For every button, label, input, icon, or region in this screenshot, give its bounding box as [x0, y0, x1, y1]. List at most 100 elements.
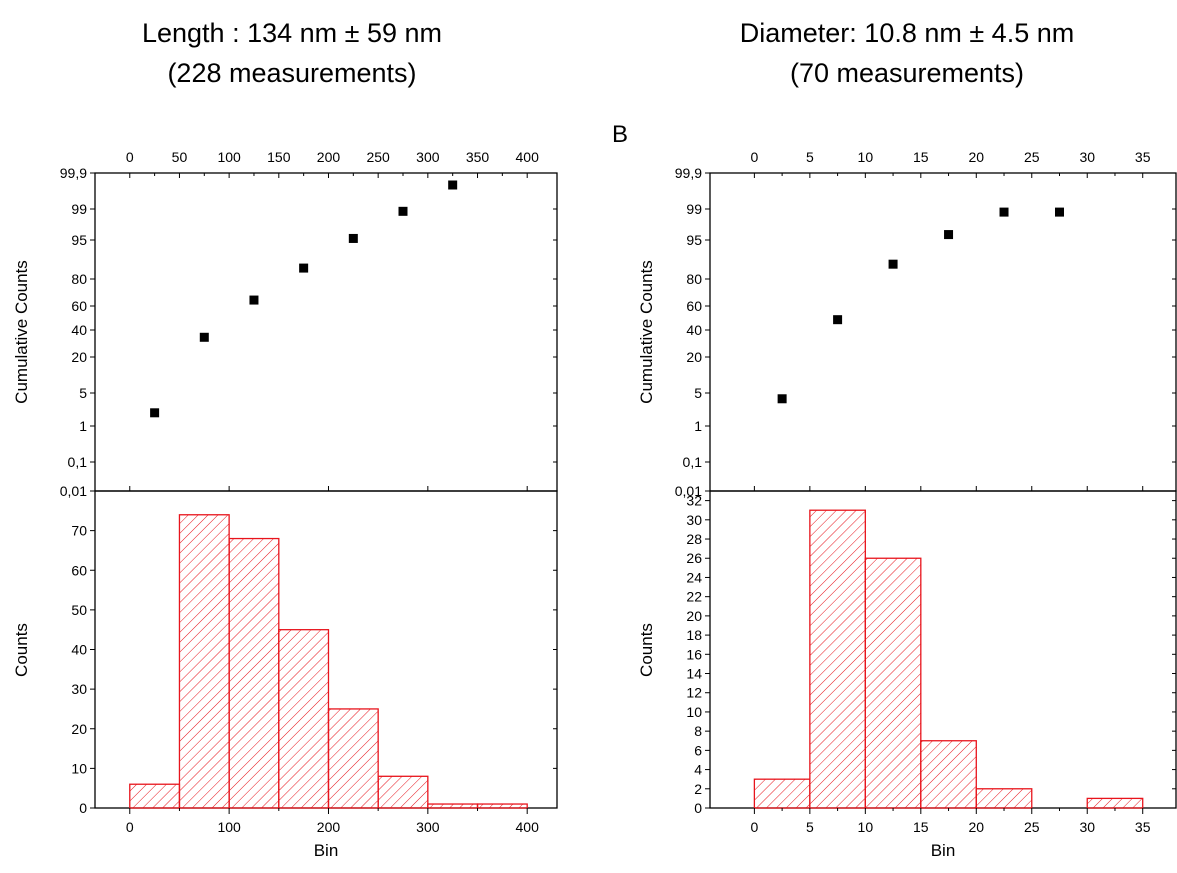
left-bin-x-label: 200 — [317, 819, 341, 835]
right-cumulative-point — [944, 230, 954, 240]
right-count-y-label: 24 — [686, 569, 702, 585]
left-top-axis-label: 350 — [466, 149, 490, 165]
right-count-y-label: 16 — [686, 646, 702, 662]
right-top-plot-frame — [709, 172, 1177, 492]
left-prob-y-label: 80 — [71, 271, 87, 287]
right-top-ylabel: Cumulative Counts — [637, 260, 656, 404]
left-prob-y-label: 20 — [71, 349, 87, 365]
left-top-axis-label: 50 — [172, 149, 188, 165]
right-top-axis-label: 15 — [913, 149, 929, 165]
right-bin-x-label: 15 — [913, 819, 929, 835]
left-top-axis-label: 250 — [366, 149, 390, 165]
right-count-y-label: 8 — [694, 723, 702, 739]
left-prob-y-label: 99 — [71, 201, 87, 217]
left-count-y-label: 20 — [71, 721, 87, 737]
right-prob-y-label: 5 — [694, 385, 702, 401]
left-prob-y-label: 60 — [71, 298, 87, 314]
right-bin-x-label: 25 — [1024, 819, 1040, 835]
left-histogram-bar — [278, 629, 330, 809]
right-histogram-bar — [809, 509, 866, 809]
left-histogram-bar — [476, 803, 528, 809]
right-histogram-bar — [864, 557, 922, 809]
left-top-axis-label: 300 — [416, 149, 440, 165]
right-prob-y-label: 60 — [686, 298, 702, 314]
left-title-line1: Length : 134 nm ± 59 nm — [142, 18, 442, 48]
right-histogram-bar — [920, 740, 977, 809]
right-bin-x-label: 30 — [1079, 819, 1095, 835]
left-histogram-bar — [377, 775, 429, 809]
left-count-y-label: 60 — [71, 562, 87, 578]
left-bin-x-label: 100 — [217, 819, 241, 835]
left-cumulative-point — [398, 206, 408, 216]
left-title-line2: (228 measurements) — [167, 58, 416, 88]
right-top-axis-label: 20 — [968, 149, 984, 165]
right-count-y-label: 2 — [694, 781, 702, 797]
left-top-axis-label: 400 — [516, 149, 540, 165]
left-top-axis-label: 100 — [217, 149, 241, 165]
right-prob-y-label: 0,01 — [675, 483, 702, 499]
right-prob-y-label: 99 — [686, 201, 702, 217]
right-top-axis-label: 0 — [750, 149, 758, 165]
right-bottom-xlabel: Bin — [931, 841, 956, 860]
right-count-y-label: 0 — [694, 800, 702, 816]
left-cumulative-point — [199, 332, 209, 342]
left-bottom-ylabel: Counts — [12, 623, 31, 677]
right-count-y-label: 18 — [686, 627, 702, 643]
right-prob-y-label: 0,1 — [683, 454, 703, 470]
right-count-y-label: 14 — [686, 666, 702, 682]
left-cumulative-point — [299, 263, 309, 273]
left-cumulative-point — [249, 295, 259, 305]
right-bottom-ylabel: Counts — [637, 623, 656, 677]
right-histogram-bar — [975, 788, 1033, 809]
left-count-y-label: 30 — [71, 681, 87, 697]
right-top-axis-label: 10 — [858, 149, 874, 165]
right-cumulative-point — [833, 315, 843, 325]
right-count-y-label: 22 — [686, 589, 702, 605]
left-histogram-bar — [129, 783, 181, 809]
right-prob-y-label: 20 — [686, 349, 702, 365]
right-cumulative-point — [1055, 207, 1064, 217]
left-top-ylabel: Cumulative Counts — [12, 260, 31, 404]
left-count-y-label: 10 — [71, 760, 87, 776]
left-prob-y-label: 0,1 — [68, 454, 88, 470]
right-bin-x-label: 35 — [1135, 819, 1151, 835]
right-count-y-label: 20 — [686, 608, 702, 624]
right-top-axis-label: 25 — [1024, 149, 1040, 165]
right-cumulative-point — [999, 207, 1009, 217]
right-bin-x-label: 0 — [750, 819, 758, 835]
right-top-axis-label: 30 — [1079, 149, 1095, 165]
left-bin-x-label: 300 — [416, 819, 440, 835]
right-count-y-label: 10 — [686, 704, 702, 720]
right-title-line1: Diameter: 10.8 nm ± 4.5 nm — [740, 18, 1074, 48]
left-cumulative-point — [348, 233, 358, 243]
left-top-axis-label: 200 — [317, 149, 341, 165]
right-count-y-label: 26 — [686, 550, 702, 566]
right-bin-x-label: 20 — [968, 819, 984, 835]
right-prob-y-label: 1 — [694, 418, 702, 434]
left-count-y-label: 40 — [71, 642, 87, 658]
left-top-plot-frame — [94, 172, 558, 492]
right-top-axis-label: 5 — [806, 149, 814, 165]
right-prob-y-label: 99,9 — [675, 165, 702, 181]
left-top-axis-label: 0 — [126, 149, 134, 165]
right-prob-y-label: 80 — [686, 271, 702, 287]
right-cumulative-point — [888, 259, 898, 269]
right-title-line2: (70 measurements) — [790, 58, 1024, 88]
right-top-axis-label: 35 — [1135, 149, 1151, 165]
right-histogram-bar — [753, 778, 811, 809]
left-count-y-label: 50 — [71, 602, 87, 618]
left-cumulative-point — [150, 408, 160, 418]
left-histogram-bar — [178, 514, 230, 809]
panel-label-b: B — [612, 121, 628, 148]
right-bin-x-label: 10 — [858, 819, 874, 835]
left-bin-x-label: 0 — [126, 819, 134, 835]
left-bottom-xlabel: Bin — [314, 841, 339, 860]
right-prob-y-label: 95 — [686, 232, 702, 248]
right-histogram-bar — [1086, 797, 1144, 809]
right-count-y-label: 28 — [686, 531, 702, 547]
right-count-y-label: 4 — [694, 762, 702, 778]
right-count-y-label: 6 — [694, 742, 702, 758]
left-cumulative-point — [448, 180, 458, 190]
left-prob-y-label: 1 — [79, 418, 87, 434]
right-count-y-label: 32 — [686, 493, 702, 509]
